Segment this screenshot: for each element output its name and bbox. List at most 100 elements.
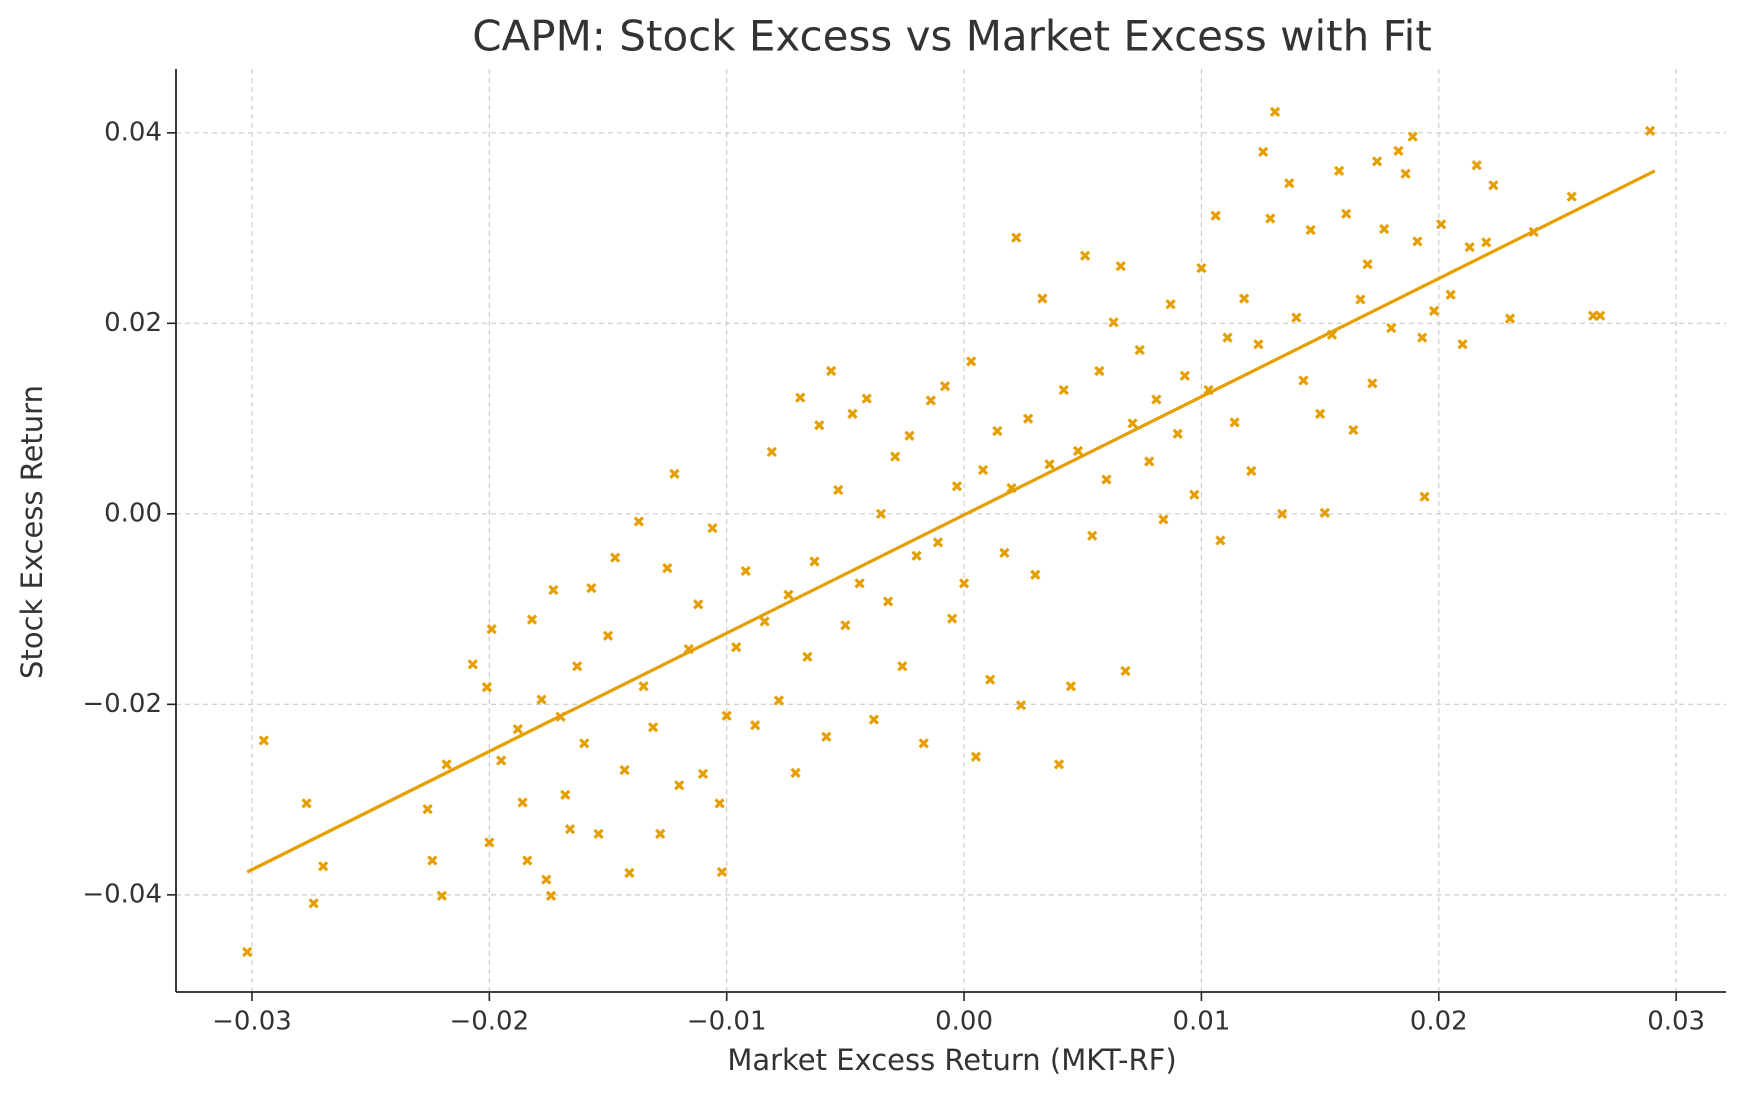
scatter-point [750,720,761,731]
scatter-point [814,420,825,431]
scatter-point [1179,370,1190,381]
scatter-point [773,695,785,706]
scatter-point [258,735,269,746]
scatter-point [693,599,704,610]
scatter-point [970,751,982,762]
scatter-point [904,430,915,441]
x-tick-label: 0.01 [1172,1007,1230,1037]
scatter-point [966,356,977,367]
scatter-point [1481,237,1492,248]
scatter-point [1333,165,1345,177]
scatter-point [1407,131,1418,142]
scatter-point [1419,491,1430,502]
scatter-point [662,562,673,574]
scatter-point [1065,681,1077,692]
scatter-point [572,661,583,672]
scatter-point [1210,210,1221,221]
scatter-point [1253,339,1264,350]
scatter-point [847,408,858,419]
y-axis-label: Stock Excess Return [15,385,49,679]
scatter-point [1393,145,1404,157]
scatter-point [868,714,879,725]
scatter-point [1305,224,1316,236]
scatter-point [1265,213,1276,224]
scatter-point [1222,332,1233,343]
scatter-point [1144,456,1155,467]
scatter-point [1355,294,1366,305]
scatter-point [1471,160,1482,171]
scatter-point [925,395,936,406]
scatter-point [301,798,312,809]
scatter-point [1362,259,1373,270]
scatter-point [674,780,685,791]
scatter-point [714,798,725,809]
scatter-point [783,589,794,600]
scatter-point [669,468,680,479]
y-tick-label: −0.02 [82,689,162,719]
scatter-point [1258,146,1269,158]
scatter-point [790,767,801,779]
x-axis-label: Market Excess Return (MKT-RF) [727,1043,1176,1077]
scatter-point [1445,289,1456,300]
scatter-point [1436,219,1447,230]
scatter-point [947,613,958,624]
scatter-point [522,855,533,866]
scatter-point [1030,569,1041,580]
scatter-point [1379,223,1390,235]
scatter-point [1464,241,1475,253]
scatter-point [242,946,253,958]
scatter-point [1566,191,1577,202]
scatter-point [1386,322,1397,334]
scatter-point [1023,413,1034,424]
scatter-point [308,898,319,909]
scatter-point [1371,156,1383,167]
scatter-point [1644,125,1656,137]
scatter-point [517,797,528,808]
scatter-point [1246,465,1257,477]
scatter-point [1115,261,1126,272]
scatter-point [861,393,872,404]
x-tick-label: 0.03 [1647,1007,1705,1037]
scatter-point [564,823,576,835]
scatter-point [939,381,951,392]
scatter-point [1053,759,1065,770]
scatter-point [638,681,649,692]
scatter-point [918,738,929,749]
scatter-point [1400,168,1411,179]
scatter-point [809,556,820,567]
scatter-point [1276,508,1288,519]
scatter-point [1239,293,1250,304]
scatter-point [496,755,507,766]
scatter-point [541,874,552,885]
fit-line [246,169,1656,874]
scatter-point [802,651,813,662]
scatter-point [977,464,989,476]
scatter-point [707,522,718,534]
scatter-point [1488,180,1499,191]
scatter-point [481,682,493,693]
scatter-point [795,392,806,403]
scatter-point [486,623,497,635]
scatter-point [1314,408,1326,419]
scatter-point [985,674,996,685]
scatter-point [1284,178,1295,189]
scatter-point [1348,424,1359,436]
scatter-point [897,661,908,672]
scatter-point [1367,378,1378,389]
scatter-point [1087,530,1098,541]
scatter-point [731,642,742,653]
scatter-point [624,867,635,879]
scatter-point [655,828,666,840]
scatter-point [1165,299,1176,310]
scatter-point [958,578,970,589]
scatter-point [721,710,732,721]
y-tick-label: −0.04 [82,879,162,909]
scatter-point [875,508,887,519]
x-tick-label: −0.01 [687,1007,767,1037]
scatter-point [422,803,433,815]
scatter-point [1101,474,1112,485]
scatter-point [609,552,621,563]
scatter-point [825,365,837,377]
